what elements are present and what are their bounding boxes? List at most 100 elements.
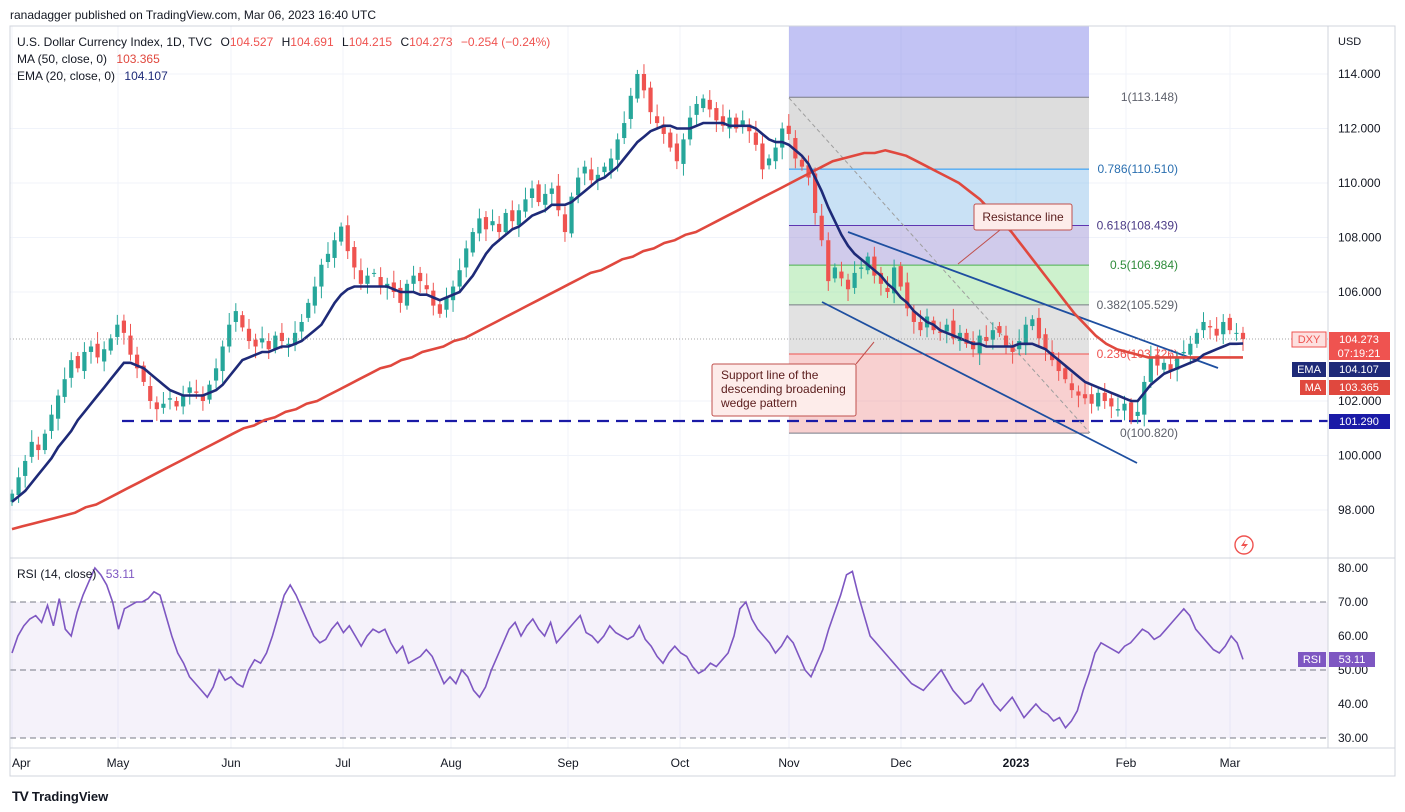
ema-legend-value: 104.107: [124, 69, 168, 83]
candle-body: [516, 210, 521, 226]
candle-body: [1036, 317, 1042, 339]
candle-body: [1063, 368, 1068, 380]
candle-body: [510, 210, 515, 222]
candle-body: [1214, 328, 1219, 336]
candle-body: [918, 321, 923, 331]
rsi-legend-label: RSI (14, close): [17, 567, 96, 581]
candle-body: [365, 275, 370, 284]
candle-body: [260, 338, 265, 343]
candle-body: [576, 177, 581, 196]
candle-body: [240, 315, 245, 328]
time-tick-label: Mar: [1220, 756, 1241, 770]
candle-body: [714, 108, 719, 121]
time-tick-label: 2023: [1003, 756, 1030, 770]
ma-legend-label: MA (50, close, 0): [17, 52, 107, 66]
candle-body: [246, 328, 252, 342]
fib-zone: [789, 26, 1089, 98]
rsi-value-badge: RSI 53.11: [1298, 652, 1375, 667]
candle-body: [543, 193, 548, 205]
low-label: L: [342, 35, 349, 49]
candle-body: [819, 215, 824, 241]
candle-body: [1030, 319, 1035, 327]
open-label: O: [221, 35, 230, 49]
candle-body: [905, 282, 910, 309]
rsi-tick-label: 30.00: [1338, 731, 1368, 745]
high-label: H: [282, 35, 291, 49]
candle-body: [174, 401, 179, 407]
candle-body: [141, 365, 146, 382]
ema-badge-price: 104.107: [1339, 364, 1379, 376]
candle-body: [483, 217, 489, 230]
candle-body: [1023, 324, 1028, 346]
candlesticks: [9, 64, 1246, 506]
candle-body: [536, 184, 541, 203]
candle-body: [23, 460, 28, 476]
candle-body: [898, 266, 903, 287]
candle-body: [668, 132, 673, 148]
time-tick-label: Apr: [12, 756, 31, 770]
candle-body: [220, 346, 225, 372]
change-value: −0.254 (−0.24%): [461, 35, 550, 49]
time-axis[interactable]: Apr May Jun Jul Aug Sep Oct Nov Dec 2023 Feb Mar: [12, 756, 1240, 770]
candle-body: [477, 218, 482, 234]
fib-level-label: 0(100.820): [1120, 426, 1178, 440]
candle-body: [299, 321, 304, 332]
candle-body: [1188, 343, 1193, 355]
candle-body: [49, 414, 54, 431]
currency-label: USD: [1338, 36, 1361, 48]
lightning-icon[interactable]: [1234, 535, 1254, 555]
publisher-header: ranadagger published on TradingView.com,…: [10, 8, 377, 22]
hline-price-badge: 101.290: [1329, 414, 1390, 429]
candle-body: [378, 277, 383, 287]
candle-body: [352, 247, 357, 268]
price-tick-label: 102.000: [1338, 394, 1382, 408]
fib-level-label: 0.786(110.510): [1097, 162, 1178, 176]
time-tick-label: May: [107, 756, 130, 770]
candle-body: [832, 267, 837, 279]
candle-body: [115, 324, 120, 337]
candle-body: [766, 158, 772, 166]
price-axis[interactable]: 114.000 112.000 110.000 108.000 106.000 102.0…: [1338, 67, 1382, 517]
rsi-badge-label: RSI: [1303, 654, 1321, 666]
candle-body: [780, 128, 785, 148]
resistance-trendline[interactable]: [847, 231, 1219, 369]
candle-body: [332, 240, 337, 258]
candle-body: [523, 199, 528, 212]
symbol-name: U.S. Dollar Currency Index, 1D, TVC: [17, 35, 213, 49]
candle-body: [464, 248, 469, 268]
candle-body: [404, 283, 410, 306]
candle-body: [306, 302, 311, 318]
dxy-price-badge: DXY 104.273 07:19:21: [1291, 331, 1390, 360]
candle-body: [227, 324, 232, 347]
candle-body: [358, 270, 363, 284]
candle-body: [1207, 326, 1213, 328]
resistance-callout[interactable]: Resistance line: [957, 203, 1073, 265]
tradingview-brand[interactable]: TV TradingView: [12, 788, 108, 804]
candle-body: [707, 99, 712, 110]
support-trendline[interactable]: [821, 301, 1138, 464]
candle-body: [549, 188, 554, 194]
support-callout[interactable]: Support line of the descending broadenin…: [711, 341, 875, 417]
candle-body: [233, 311, 238, 322]
candle-body: [720, 116, 726, 126]
price-tick-label: 112.000: [1338, 122, 1381, 136]
rsi-tick-label: 60.00: [1338, 629, 1368, 643]
tradingview-logo-icon: TV: [12, 788, 29, 804]
candle-body: [793, 138, 798, 159]
ma-badge-label: MA: [1305, 382, 1322, 394]
candle-body: [878, 272, 884, 284]
ema-badge-label: EMA: [1297, 364, 1322, 376]
candle-body: [55, 395, 61, 419]
ma-legend-value: 103.365: [116, 52, 160, 66]
fib-zone: [789, 97, 1089, 170]
candle-body: [1221, 321, 1226, 335]
price-tick-label: 108.000: [1338, 231, 1382, 245]
candle-body: [562, 214, 568, 233]
chart-frame: [9, 25, 1396, 777]
candle-body: [1155, 354, 1160, 366]
candle-body: [701, 98, 706, 109]
candle-body: [786, 125, 791, 134]
candle-body: [497, 223, 502, 233]
